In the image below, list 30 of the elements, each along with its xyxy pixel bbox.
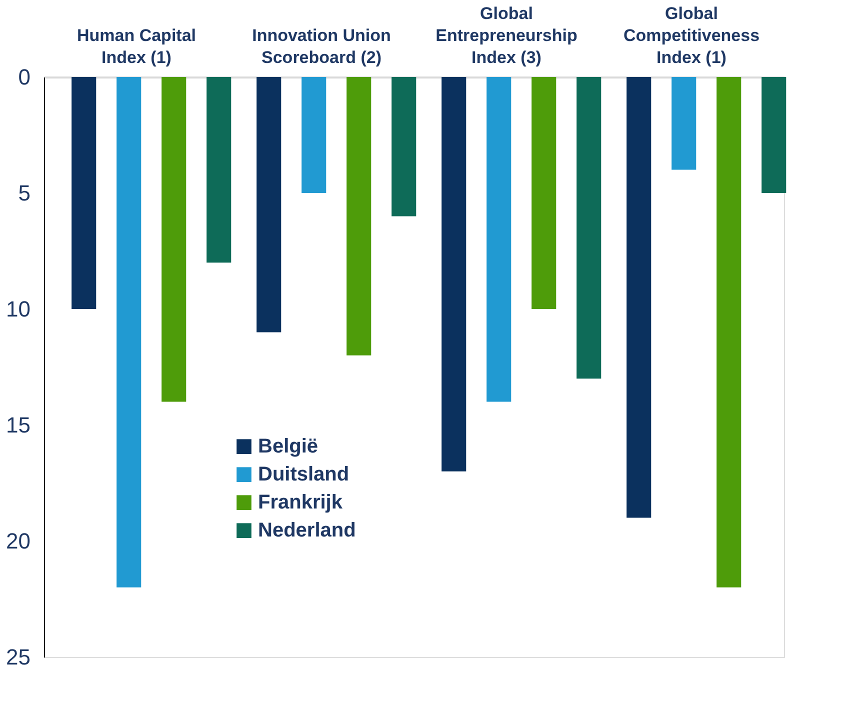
bar xyxy=(346,77,372,356)
bar xyxy=(392,77,416,216)
x-tick-label: Global Competitiveness Index (1) xyxy=(623,4,760,67)
y-tick-label: 25 xyxy=(6,644,30,670)
y-tick-label: 20 xyxy=(6,528,30,554)
legend-label: Duitsland xyxy=(258,464,350,486)
legend-label: België xyxy=(258,436,318,458)
y-tick-label: 5 xyxy=(18,180,30,206)
bar xyxy=(626,77,652,518)
x-tick-label: Global Entrepreneurship Index (3) xyxy=(436,4,578,67)
bar xyxy=(442,77,466,472)
bar xyxy=(532,77,556,309)
x-tick-label: Human Capital Index (1) xyxy=(76,26,196,67)
bar xyxy=(486,77,512,402)
bar xyxy=(576,77,602,379)
y-tick-label: 0 xyxy=(18,64,30,90)
bar xyxy=(256,77,282,332)
bar xyxy=(762,77,786,193)
bar xyxy=(206,77,232,263)
x-tick-label: Innovation Union Scoreboard (2) xyxy=(252,26,391,67)
y-tick-label: 15 xyxy=(6,412,30,438)
bar xyxy=(302,77,326,193)
bar xyxy=(116,77,142,588)
bar xyxy=(72,77,96,309)
bar xyxy=(672,77,696,170)
bar xyxy=(716,77,742,588)
y-tick-label: 10 xyxy=(6,296,30,322)
legend-label: Nederland xyxy=(258,520,356,542)
legend-label: Frankrijk xyxy=(258,492,344,514)
bar xyxy=(162,77,186,402)
